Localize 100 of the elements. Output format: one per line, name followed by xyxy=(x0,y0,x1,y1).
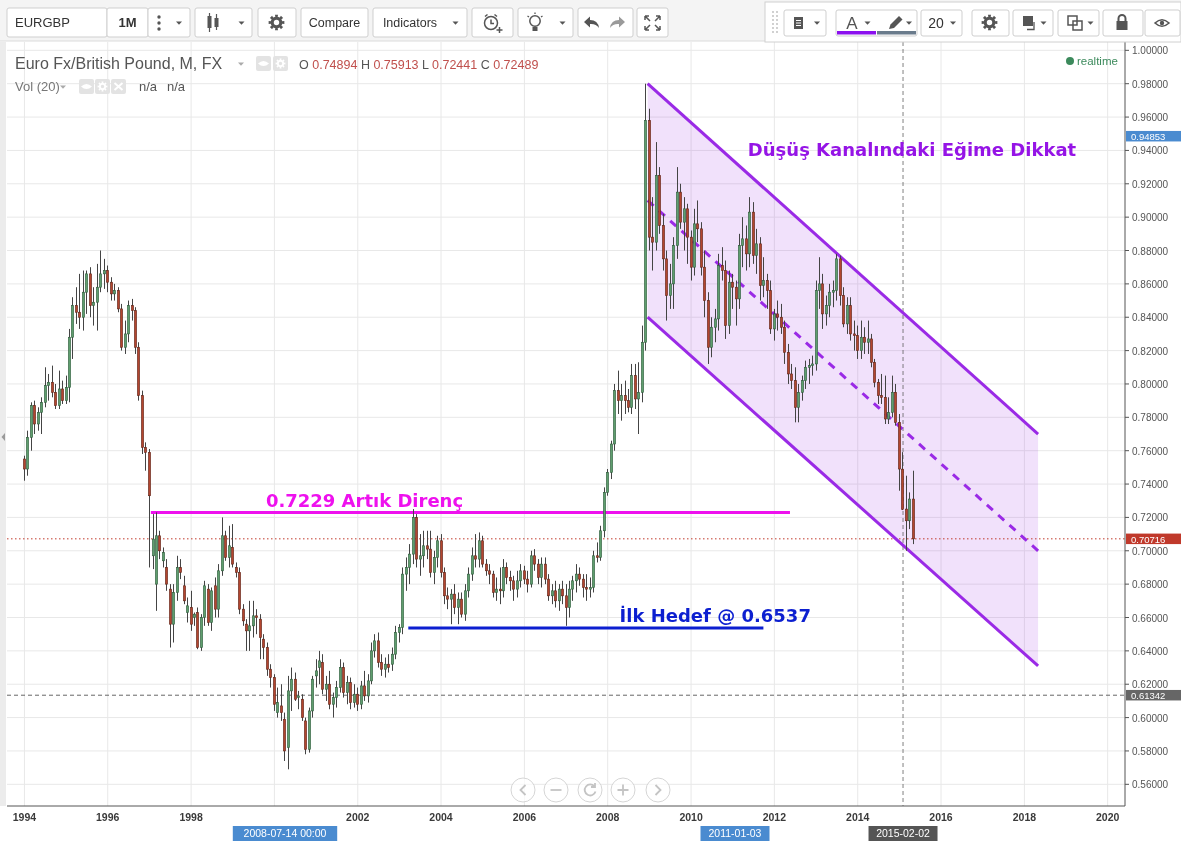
candlestick xyxy=(578,566,581,587)
x-tick-label: 2006 xyxy=(512,811,537,823)
candlestick xyxy=(58,370,61,410)
y-tick-label: 0.70000 xyxy=(1132,545,1169,557)
candlestick xyxy=(481,535,484,568)
candlestick xyxy=(78,273,81,330)
candlestick xyxy=(762,256,765,298)
candlestick xyxy=(252,600,255,639)
candlestick xyxy=(887,396,890,425)
candlestick xyxy=(387,653,390,674)
candlestick xyxy=(353,683,356,709)
ref-line-label: 0.61342 xyxy=(1131,689,1166,701)
text: 20 xyxy=(928,15,944,31)
y-tick-label: 0.98000 xyxy=(1132,78,1169,90)
text: 0.94853 xyxy=(1131,130,1166,142)
candlestick xyxy=(797,383,800,423)
candlestick xyxy=(33,400,36,435)
candlestick xyxy=(495,576,498,602)
candlestick xyxy=(710,316,713,358)
candlestick xyxy=(179,558,182,580)
candlestick xyxy=(478,531,481,568)
candlestick xyxy=(505,561,508,585)
y-tick-label: 0.82000 xyxy=(1132,345,1169,357)
text: Euro Fx/British Pound, M, FX xyxy=(15,55,223,72)
x-tick-label: 2010 xyxy=(679,811,703,823)
y-tick-label: 0.76000 xyxy=(1132,445,1169,457)
candlestick xyxy=(248,600,251,652)
y-tick-label: 0.84000 xyxy=(1132,311,1169,323)
x-tick-label: 2002 xyxy=(346,811,370,823)
candlestick xyxy=(259,613,262,660)
y-tick-label: 0.68000 xyxy=(1132,578,1169,590)
candlestick xyxy=(683,196,686,252)
candlestick xyxy=(755,228,758,275)
text: A xyxy=(846,14,859,33)
candlestick xyxy=(224,530,227,562)
candlestick xyxy=(328,670,331,710)
candlestick xyxy=(867,320,870,355)
candlestick xyxy=(624,380,627,415)
y-tick-label: 0.66000 xyxy=(1132,612,1169,623)
y-tick-label: 0.56000 xyxy=(1132,778,1169,790)
annotation: 0.7229 Artık Direnç xyxy=(265,489,464,511)
candlestick xyxy=(526,570,529,593)
candlestick xyxy=(492,570,495,598)
annotation: realtime xyxy=(1077,55,1118,67)
y-tick-label: 0.78000 xyxy=(1132,411,1169,423)
y-tick-label: 0.90000 xyxy=(1132,211,1169,223)
x-tick-label: 2018 xyxy=(1012,811,1037,823)
x-tick-label: 2016 xyxy=(929,811,953,823)
candlestick xyxy=(103,258,106,290)
ref-line-label: 0.70716 xyxy=(1131,533,1166,545)
candlestick xyxy=(561,580,564,605)
y-tick-label: 0.86000 xyxy=(1132,278,1169,290)
candlestick xyxy=(450,588,453,625)
candlestick xyxy=(356,687,359,712)
y-tick-label: 0.64000 xyxy=(1132,645,1169,657)
candlestick xyxy=(776,300,779,332)
y-tick-label: 0.72000 xyxy=(1132,511,1169,523)
x-tick-label: 2014 xyxy=(846,811,870,823)
candlestick xyxy=(158,530,161,560)
candlestick xyxy=(551,583,554,605)
y-tick-label: 0.74000 xyxy=(1132,478,1169,490)
candlestick xyxy=(474,533,477,568)
candlestick xyxy=(349,677,352,710)
y-tick-label: 0.62000 xyxy=(1132,678,1169,690)
x-tick-label: 2012 xyxy=(762,811,787,823)
candlestick xyxy=(61,380,64,405)
annotation: n/a xyxy=(139,79,158,94)
candlestick xyxy=(384,657,387,679)
text: O 0.74894 H 0.75913 L 0.72441 C 0.72489 xyxy=(299,58,539,72)
candlestick xyxy=(884,375,887,425)
x-tick-label: 2008 xyxy=(596,811,620,823)
candlestick xyxy=(165,558,168,592)
y-tick-label: 0.92000 xyxy=(1132,178,1169,190)
candlestick xyxy=(346,675,349,705)
x-tick-label: 1994 xyxy=(12,811,37,823)
candlestick xyxy=(585,573,588,602)
candlestick xyxy=(540,556,543,588)
x-tick-label: 2004 xyxy=(429,811,453,823)
y-tick-label: 0.88000 xyxy=(1132,245,1169,257)
candlestick xyxy=(297,690,300,710)
ref-line-label: 2015-02-02 xyxy=(876,827,931,840)
candlestick xyxy=(846,296,849,335)
text: Compare xyxy=(308,16,361,30)
candlestick xyxy=(735,280,738,327)
candlestick xyxy=(363,670,366,702)
candlestick xyxy=(863,326,866,355)
candlestick xyxy=(565,583,568,627)
text: 1M xyxy=(118,15,137,30)
candlestick xyxy=(231,523,234,568)
text: Indicators xyxy=(382,16,438,30)
y-tick-label: 0.60000 xyxy=(1132,712,1169,724)
candlestick xyxy=(499,566,502,605)
y-tick-label: 1.00000 xyxy=(1132,44,1169,56)
annotation: Vol (20) xyxy=(15,79,60,94)
candlestick xyxy=(537,558,540,585)
candlestick xyxy=(214,576,217,618)
y-tick-label: 0.80000 xyxy=(1132,378,1169,390)
x-tick-label: 1996 xyxy=(96,811,120,823)
candlestick xyxy=(325,675,328,702)
candlestick xyxy=(419,533,422,577)
